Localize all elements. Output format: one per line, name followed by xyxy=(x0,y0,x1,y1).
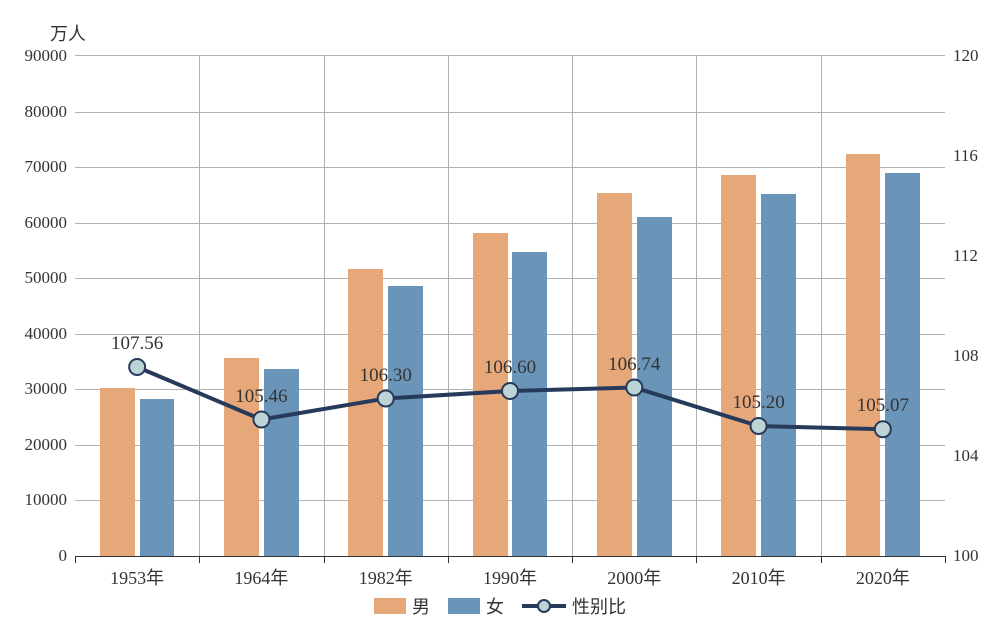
y-left-tick: 60000 xyxy=(25,213,76,233)
x-tick-mark xyxy=(199,556,200,563)
ratio-marker xyxy=(875,421,891,437)
ratio-marker xyxy=(626,380,642,396)
x-tick-mark xyxy=(572,556,573,563)
x-tick-mark xyxy=(945,556,946,563)
legend-item-ratio: 性别比 xyxy=(522,593,626,619)
legend-swatch-male xyxy=(374,598,406,614)
y-right-tick: 120 xyxy=(945,46,979,66)
x-tick-mark xyxy=(821,556,822,563)
ratio-marker xyxy=(751,418,767,434)
ratio-line-layer xyxy=(75,56,945,556)
legend-label-female: 女 xyxy=(486,593,504,619)
x-tick-label: 2020年 xyxy=(856,556,910,590)
ratio-data-label: 105.20 xyxy=(732,392,784,414)
x-tick-label: 2000年 xyxy=(607,556,661,590)
x-tick-mark xyxy=(448,556,449,563)
legend-item-male: 男 xyxy=(374,593,430,619)
x-tick-label: 1990年 xyxy=(483,556,537,590)
ratio-data-label: 107.56 xyxy=(111,333,163,355)
x-tick-label: 1964年 xyxy=(234,556,288,590)
x-tick-label: 1953年 xyxy=(110,556,164,590)
y-right-tick: 100 xyxy=(945,546,979,566)
ratio-data-label: 105.07 xyxy=(857,395,909,417)
y-left-tick: 50000 xyxy=(25,268,76,288)
y-right-tick: 108 xyxy=(945,346,979,366)
y-left-tick: 90000 xyxy=(25,46,76,66)
ratio-marker xyxy=(129,359,145,375)
y-right-tick: 104 xyxy=(945,446,979,466)
plot-area: 0100002000030000400005000060000700008000… xyxy=(75,55,945,557)
y-right-tick: 112 xyxy=(945,246,978,266)
y-left-tick: 20000 xyxy=(25,435,76,455)
ratio-data-label: 106.30 xyxy=(360,365,412,387)
y-left-tick: 10000 xyxy=(25,490,76,510)
ratio-data-label: 105.46 xyxy=(235,386,287,408)
legend-label-ratio: 性别比 xyxy=(572,593,626,619)
ratio-data-label: 106.60 xyxy=(484,357,536,379)
x-tick-label: 2010年 xyxy=(732,556,786,590)
y-left-tick: 0 xyxy=(59,546,76,566)
legend-item-female: 女 xyxy=(448,593,504,619)
ratio-marker xyxy=(378,391,394,407)
legend: 男 女 性别比 xyxy=(0,593,1000,619)
ratio-marker xyxy=(253,412,269,428)
x-tick-mark xyxy=(324,556,325,563)
x-tick-label: 1982年 xyxy=(359,556,413,590)
y-right-tick: 116 xyxy=(945,146,978,166)
y-left-tick: 40000 xyxy=(25,324,76,344)
ratio-data-label: 106.74 xyxy=(608,354,660,376)
population-sex-ratio-chart: 万人 0100002000030000400005000060000700008… xyxy=(0,0,1000,625)
y-left-tick: 70000 xyxy=(25,157,76,177)
legend-swatch-ratio xyxy=(522,597,566,615)
legend-label-male: 男 xyxy=(412,593,430,619)
y-left-unit-label: 万人 xyxy=(50,20,86,46)
y-left-tick: 30000 xyxy=(25,379,76,399)
x-tick-mark xyxy=(696,556,697,563)
y-left-tick: 80000 xyxy=(25,102,76,122)
ratio-marker xyxy=(502,383,518,399)
legend-swatch-female xyxy=(448,598,480,614)
x-tick-mark xyxy=(75,556,76,563)
